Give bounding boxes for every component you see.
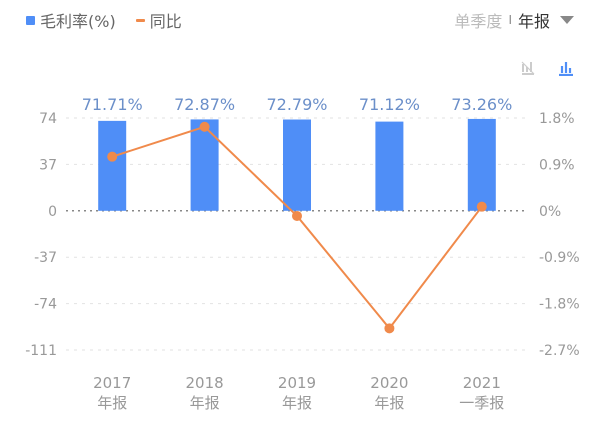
tab-annual[interactable]: 年报 xyxy=(517,12,550,31)
x-tick-sublabel: 年报 xyxy=(97,394,127,412)
bar-legend-swatch xyxy=(26,15,35,25)
bar-data-label: 71.12% xyxy=(359,95,420,114)
left-tick-label: -37 xyxy=(34,250,57,266)
legend: 毛利率(%) 同比 xyxy=(26,8,182,32)
x-tick-sublabel: 年报 xyxy=(190,394,220,412)
bar xyxy=(190,119,219,211)
right-tick-label: 0.9% xyxy=(539,157,575,173)
chart-toolbar xyxy=(520,60,574,80)
x-tick-sublabel: 年报 xyxy=(374,394,404,412)
line-legend-swatch xyxy=(135,18,145,22)
left-tick-label: -111 xyxy=(25,343,57,359)
x-tick-sublabel: 年报 xyxy=(282,394,312,412)
period-selector: 单季度 I 年报 xyxy=(454,8,574,32)
bar-data-label: 71.71% xyxy=(82,95,143,114)
x-tick-label: 2021 xyxy=(463,374,501,392)
left-tick-label: 74 xyxy=(39,111,57,127)
tab-quarterly[interactable]: 单季度 xyxy=(454,12,503,31)
bar xyxy=(283,119,311,211)
bar xyxy=(375,121,404,211)
bar-data-label: 72.79% xyxy=(266,95,327,114)
bar xyxy=(467,118,496,211)
line-point xyxy=(107,151,118,162)
chevron-down-icon[interactable] xyxy=(560,16,574,24)
line-point xyxy=(384,323,395,334)
legend-line-label[interactable]: 同比 xyxy=(149,12,182,31)
right-tick-label: 0% xyxy=(539,204,561,220)
left-tick-label: 37 xyxy=(39,157,57,173)
right-tick-label: -2.7% xyxy=(539,343,580,359)
right-tick-label: -0.9% xyxy=(539,250,580,266)
bar-data-label: 72.87% xyxy=(174,95,235,114)
line-chart-off-icon[interactable] xyxy=(520,60,536,80)
separator: I xyxy=(508,13,512,27)
right-tick-label: 1.8% xyxy=(539,111,575,127)
x-tick-label: 2017 xyxy=(93,374,131,392)
line-point xyxy=(476,201,487,212)
right-tick-label: -1.8% xyxy=(539,297,580,313)
line-point xyxy=(199,121,210,132)
legend-bar-label[interactable]: 毛利率(%) xyxy=(40,12,116,31)
bar xyxy=(98,120,127,211)
x-tick-label: 2019 xyxy=(278,374,316,392)
x-tick-label: 2018 xyxy=(186,374,224,392)
left-tick-label: -74 xyxy=(34,297,57,313)
x-tick-label: 2020 xyxy=(370,374,408,392)
x-tick-sublabel: 一季报 xyxy=(459,394,504,412)
line-point xyxy=(292,210,302,221)
bar-chart-icon[interactable] xyxy=(558,60,574,80)
bar-data-label: 73.26% xyxy=(451,95,512,114)
left-tick-label: 0 xyxy=(48,204,57,220)
